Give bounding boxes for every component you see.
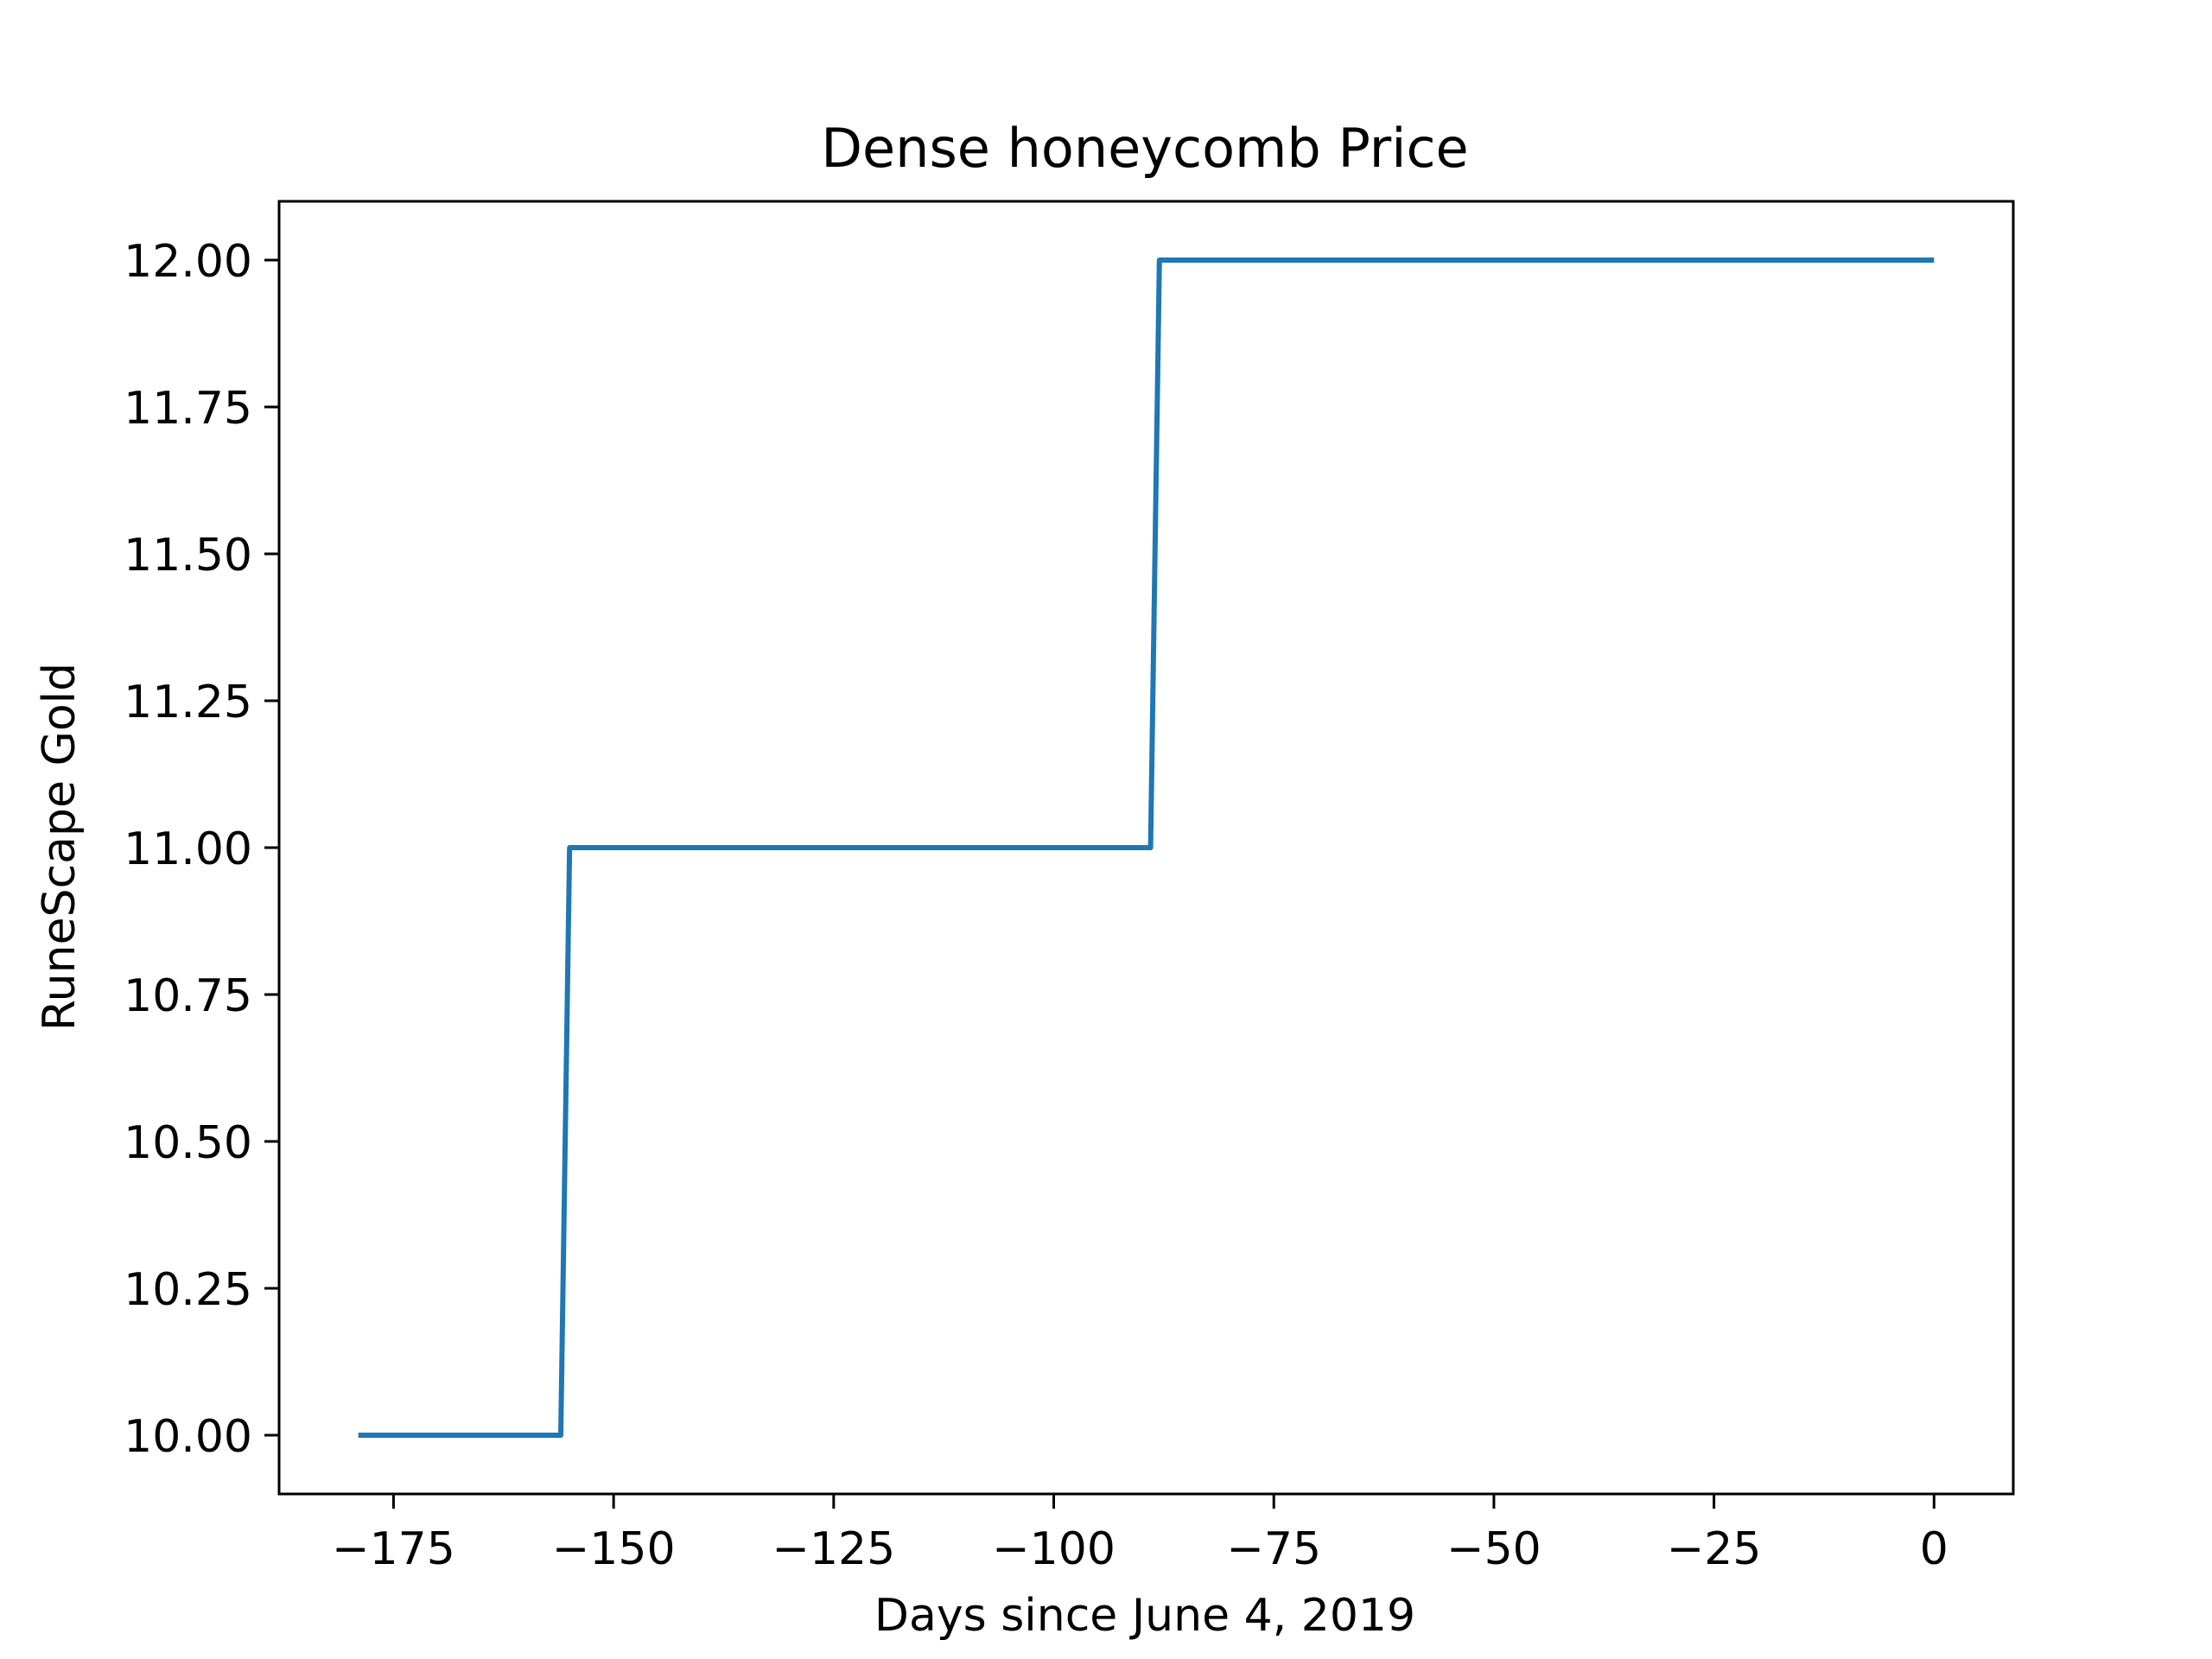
- x-tick-label: −150: [552, 1523, 676, 1575]
- x-tick-label: −50: [1446, 1523, 1541, 1575]
- y-tick-label: 12.00: [124, 236, 252, 288]
- x-tick-label: −25: [1667, 1523, 1762, 1575]
- y-axis: 10.00 10.25 10.50 10.75 11.00 11.25 11.50 11.75…: [124, 236, 279, 1463]
- x-tick-label: 0: [1920, 1523, 1948, 1575]
- chart-title: Dense honeycomb Price: [821, 117, 1468, 180]
- x-tick-label: −75: [1226, 1523, 1321, 1575]
- y-tick-label: 10.75: [124, 970, 252, 1022]
- y-tick-label: 11.25: [124, 677, 252, 728]
- y-tick-label: 11.00: [124, 823, 252, 875]
- y-tick-label: 11.75: [124, 383, 252, 435]
- series-group: [358, 257, 1935, 1438]
- y-tick-label: 11.50: [124, 530, 252, 582]
- x-tick-label: −100: [992, 1523, 1116, 1575]
- x-axis: −175 −150 −125 −100 −75 −50 −25 0: [332, 1494, 1948, 1575]
- y-axis-label: RuneScape Gold: [34, 663, 86, 1031]
- x-tick-label: −175: [332, 1523, 455, 1575]
- price-line: [358, 257, 1935, 1438]
- x-tick-label: −125: [772, 1523, 895, 1575]
- y-tick-label: 10.50: [124, 1117, 252, 1169]
- y-tick-label: 10.25: [124, 1264, 252, 1316]
- x-axis-label: Days since June 4, 2019: [874, 1590, 1415, 1642]
- y-tick-label: 10.00: [124, 1411, 252, 1463]
